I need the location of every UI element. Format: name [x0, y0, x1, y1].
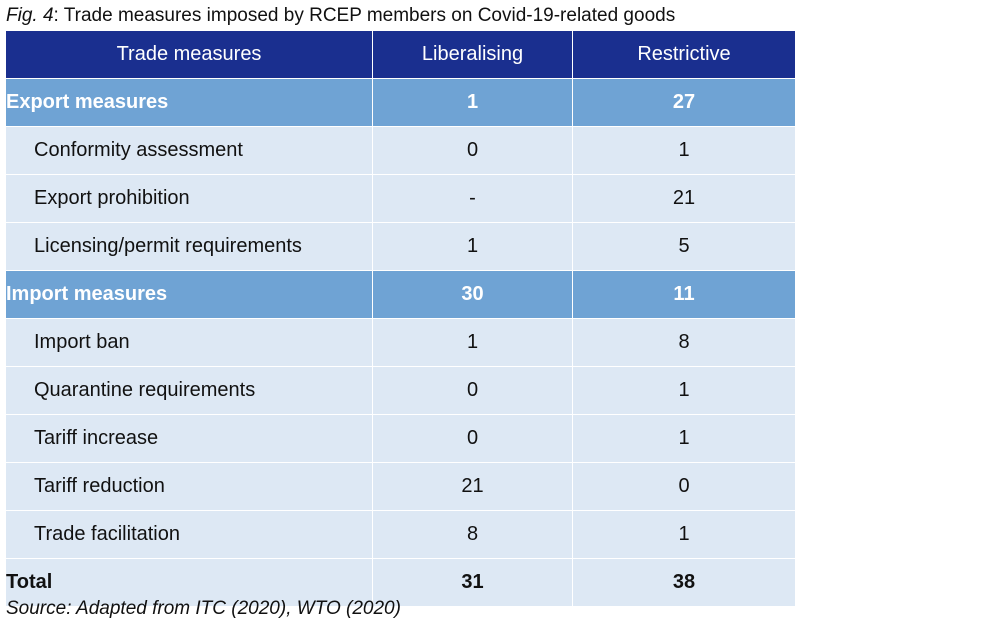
row-label: Licensing/permit requirements — [5, 222, 373, 271]
table-row: Quarantine requirements 0 1 — [5, 366, 796, 415]
restrictive-cell: 0 — [572, 462, 796, 511]
row-label: Trade facilitation — [5, 510, 373, 559]
liberalising-cell: 31 — [372, 558, 573, 607]
restrictive-cell: 21 — [572, 174, 796, 223]
row-label: Import measures — [5, 270, 373, 319]
table-row: Import ban 1 8 — [5, 318, 796, 367]
liberalising-cell: 1 — [372, 222, 573, 271]
liberalising-cell: 8 — [372, 510, 573, 559]
header-trade-measures: Trade measures — [5, 30, 373, 79]
row-label: Tariff increase — [5, 414, 373, 463]
table-header-row: Trade measures Liberalising Restrictive — [5, 30, 796, 79]
total-row: Total 31 38 — [5, 558, 796, 607]
figure-title: : Trade measures imposed by RCEP members… — [53, 5, 676, 26]
figure-caption: Fig. 4: Trade measures imposed by RCEP m… — [6, 4, 675, 28]
table-body: Export measures 1 27 Conformity assessment 0… — [5, 78, 796, 607]
liberalising-cell: 30 — [372, 270, 573, 319]
header-liberalising: Liberalising — [372, 30, 573, 79]
row-label: Total — [5, 558, 373, 607]
table-row: Conformity assessment 0 1 — [5, 126, 796, 175]
restrictive-cell: 1 — [572, 414, 796, 463]
restrictive-cell: 27 — [572, 78, 796, 127]
restrictive-cell: 11 — [572, 270, 796, 319]
liberalising-cell: 21 — [372, 462, 573, 511]
row-label: Export prohibition — [5, 174, 373, 223]
header-restrictive: Restrictive — [572, 30, 796, 79]
restrictive-cell: 1 — [572, 366, 796, 415]
section-row: Import measures 30 11 — [5, 270, 796, 319]
figure-label: Fig. 4 — [6, 5, 54, 26]
restrictive-cell: 5 — [572, 222, 796, 271]
restrictive-cell: 38 — [572, 558, 796, 607]
liberalising-cell: 1 — [372, 78, 573, 127]
liberalising-cell: 0 — [372, 366, 573, 415]
row-label: Import ban — [5, 318, 373, 367]
liberalising-cell: - — [372, 174, 573, 223]
liberalising-cell: 1 — [372, 318, 573, 367]
liberalising-cell: 0 — [372, 414, 573, 463]
row-label: Conformity assessment — [5, 126, 373, 175]
row-label: Tariff reduction — [5, 462, 373, 511]
table-row: Tariff increase 0 1 — [5, 414, 796, 463]
section-row: Export measures 1 27 — [5, 78, 796, 127]
restrictive-cell: 1 — [572, 510, 796, 559]
table-row: Licensing/permit requirements 1 5 — [5, 222, 796, 271]
table-row: Trade facilitation 8 1 — [5, 510, 796, 559]
trade-measures-table: Trade measures Liberalising Restrictive … — [5, 30, 796, 607]
table-row: Tariff reduction 21 0 — [5, 462, 796, 511]
row-label: Quarantine requirements — [5, 366, 373, 415]
restrictive-cell: 8 — [572, 318, 796, 367]
row-label: Export measures — [5, 78, 373, 127]
table-row: Export prohibition -21 — [5, 174, 796, 223]
liberalising-cell: 0 — [372, 126, 573, 175]
source-note: Source: Adapted from ITC (2020), WTO (20… — [6, 598, 401, 619]
restrictive-cell: 1 — [572, 126, 796, 175]
